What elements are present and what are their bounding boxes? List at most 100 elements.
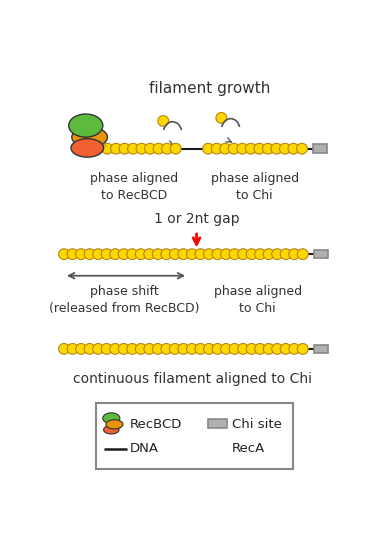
Circle shape (161, 343, 172, 354)
Text: filament growth: filament growth (149, 81, 270, 96)
Text: RecBCD: RecBCD (130, 418, 182, 431)
Circle shape (195, 343, 206, 354)
Circle shape (119, 143, 130, 154)
Circle shape (158, 116, 169, 126)
Circle shape (272, 249, 283, 259)
Ellipse shape (71, 139, 103, 157)
Circle shape (144, 343, 155, 354)
Circle shape (59, 343, 70, 354)
Ellipse shape (103, 425, 119, 434)
Circle shape (289, 343, 300, 354)
Text: DNA: DNA (130, 442, 159, 455)
Circle shape (136, 143, 147, 154)
Circle shape (170, 143, 181, 154)
Circle shape (59, 249, 70, 259)
Circle shape (289, 249, 300, 259)
Text: Chi site: Chi site (232, 418, 282, 431)
Circle shape (279, 143, 290, 154)
Circle shape (216, 112, 227, 123)
Text: phase shift
(released from RecBCD): phase shift (released from RecBCD) (49, 285, 200, 315)
Circle shape (101, 249, 112, 259)
Circle shape (203, 249, 214, 259)
Circle shape (67, 343, 78, 354)
Text: phase aligned
to Chi: phase aligned to Chi (214, 285, 302, 315)
Circle shape (271, 143, 282, 154)
Bar (208, 419, 227, 428)
Circle shape (255, 249, 265, 259)
Circle shape (297, 343, 308, 354)
Circle shape (297, 143, 308, 154)
Circle shape (127, 143, 138, 154)
Circle shape (238, 249, 249, 259)
Circle shape (263, 343, 274, 354)
Text: continuous filament aligned to Chi: continuous filament aligned to Chi (73, 372, 312, 386)
Circle shape (127, 249, 138, 259)
Circle shape (101, 343, 112, 354)
Ellipse shape (69, 114, 103, 137)
Circle shape (118, 249, 129, 259)
Ellipse shape (103, 413, 120, 424)
Circle shape (161, 249, 172, 259)
Circle shape (238, 343, 249, 354)
Circle shape (127, 343, 138, 354)
Circle shape (220, 143, 230, 154)
Circle shape (211, 143, 222, 154)
Circle shape (254, 143, 265, 154)
Circle shape (84, 343, 95, 354)
Circle shape (93, 343, 103, 354)
Circle shape (186, 249, 197, 259)
Ellipse shape (72, 127, 108, 147)
Circle shape (246, 249, 257, 259)
Circle shape (76, 249, 86, 259)
Bar (313, 145, 327, 153)
Circle shape (195, 249, 206, 259)
Circle shape (263, 249, 274, 259)
Circle shape (111, 143, 121, 154)
Circle shape (135, 343, 146, 354)
Circle shape (110, 343, 121, 354)
Circle shape (229, 343, 240, 354)
Circle shape (211, 443, 221, 454)
Circle shape (93, 249, 103, 259)
Circle shape (246, 343, 257, 354)
Text: phase aligned
to RecBCD: phase aligned to RecBCD (90, 172, 178, 202)
Circle shape (145, 143, 156, 154)
Circle shape (178, 343, 189, 354)
Bar (314, 345, 327, 353)
Circle shape (272, 343, 283, 354)
Circle shape (228, 143, 239, 154)
Circle shape (170, 343, 180, 354)
Circle shape (203, 143, 214, 154)
Circle shape (67, 249, 78, 259)
FancyBboxPatch shape (96, 403, 293, 469)
Circle shape (255, 343, 265, 354)
Circle shape (144, 249, 155, 259)
Circle shape (152, 249, 163, 259)
Circle shape (170, 249, 180, 259)
Circle shape (280, 249, 291, 259)
Circle shape (229, 249, 240, 259)
Circle shape (297, 249, 308, 259)
Circle shape (186, 343, 197, 354)
Circle shape (262, 143, 273, 154)
Circle shape (221, 249, 232, 259)
Circle shape (246, 143, 256, 154)
Circle shape (153, 143, 164, 154)
Circle shape (237, 143, 248, 154)
Text: RecA: RecA (232, 442, 265, 455)
Text: 1 or 2nt gap: 1 or 2nt gap (154, 212, 240, 227)
Text: phase aligned
to Chi: phase aligned to Chi (211, 172, 299, 202)
Circle shape (135, 249, 146, 259)
Circle shape (221, 343, 232, 354)
Circle shape (288, 143, 299, 154)
Bar (314, 250, 327, 258)
Circle shape (76, 343, 86, 354)
Circle shape (110, 249, 121, 259)
Circle shape (203, 343, 214, 354)
Circle shape (152, 343, 163, 354)
Circle shape (178, 249, 189, 259)
Circle shape (212, 343, 223, 354)
Circle shape (212, 249, 223, 259)
Circle shape (102, 143, 113, 154)
Circle shape (84, 249, 95, 259)
